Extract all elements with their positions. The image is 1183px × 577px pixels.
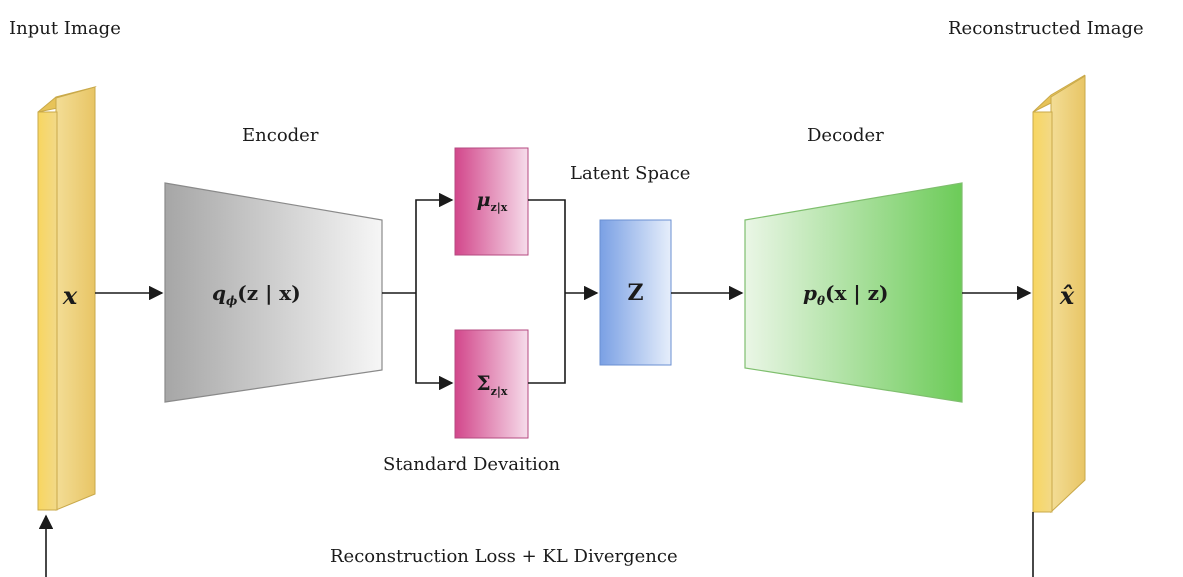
decoder-label: Decoder xyxy=(807,125,884,146)
sigma-sub: z|x xyxy=(490,385,508,398)
sigma-symbol: Σz|x xyxy=(459,371,525,398)
encoder-formula: qϕ(z | x) xyxy=(212,281,342,308)
latent-z-box xyxy=(599,219,672,366)
standard-deviation-label: Standard Devaition xyxy=(383,454,561,475)
output-x-hat-text: x̂ xyxy=(1059,281,1075,310)
z-text: Z xyxy=(627,280,644,306)
encoder-label: Encoder xyxy=(242,125,319,146)
latent-space-label: Latent Space xyxy=(570,163,691,184)
mu-text: μ xyxy=(476,189,491,211)
output-x-hat-symbol: x̂ xyxy=(1054,281,1080,310)
decoder-block xyxy=(744,182,963,403)
arrow-to-sigma xyxy=(415,293,454,391)
encoder-block xyxy=(164,182,383,403)
encoder-q-args: (z | x) xyxy=(237,281,301,305)
mu-box xyxy=(454,147,529,256)
input-x-symbol: x xyxy=(58,281,82,310)
decoder-p-sub: θ xyxy=(816,294,825,308)
z-symbol: Z xyxy=(600,280,671,306)
line-from-sigma xyxy=(528,293,566,384)
sigma-text: Σ xyxy=(476,371,491,395)
mu-sub: z|x xyxy=(490,200,508,214)
reconstructed-image-label: Reconstructed Image xyxy=(948,18,1144,39)
input-image-label: Input Image xyxy=(9,18,121,39)
encoder-q-sub: ϕ xyxy=(225,294,238,308)
arrow-to-mu xyxy=(415,192,454,293)
encoder-q: q xyxy=(212,281,226,305)
loss-label: Reconstruction Loss + KL Divergence xyxy=(330,546,678,567)
decoder-p-args: (x | z) xyxy=(825,281,889,305)
input-x-text: x xyxy=(62,281,78,310)
sigma-box xyxy=(454,329,529,439)
line-from-mu xyxy=(528,199,566,293)
decoder-p: p xyxy=(803,281,817,305)
input-image-block xyxy=(37,86,97,511)
mu-symbol: μz|x xyxy=(459,189,525,214)
decoder-formula: pθ(x | z) xyxy=(803,281,923,308)
reconstructed-image-block xyxy=(1032,74,1086,514)
